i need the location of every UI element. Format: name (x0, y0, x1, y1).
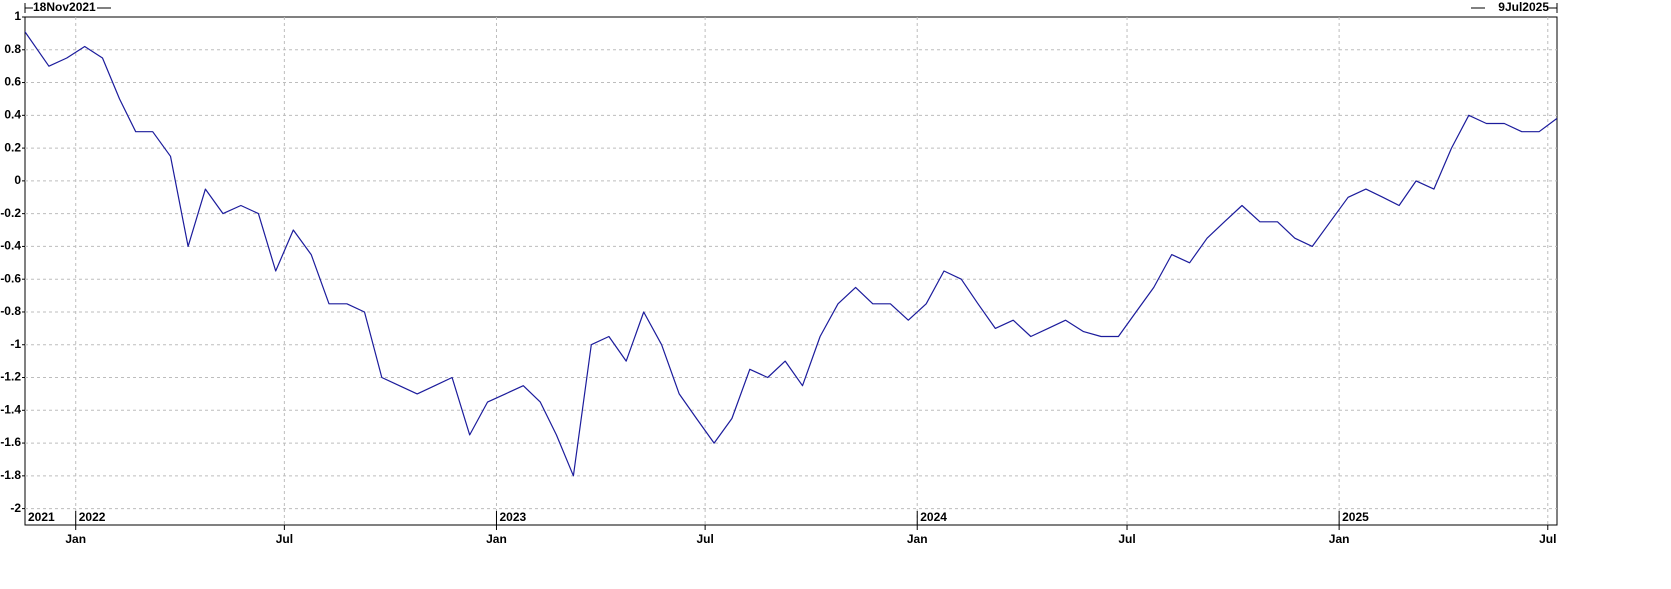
plot-frame (24, 16, 1558, 526)
y-tick-label: -1.6 (0, 435, 21, 449)
plot-area (25, 30, 1557, 477)
year-label: 2021 (28, 510, 55, 524)
y-tick-label: 1 (14, 9, 21, 23)
y-tick-label: -1.2 (0, 370, 21, 384)
y-tick-label: -1.8 (0, 468, 21, 482)
y-tick-label: 0.4 (4, 107, 21, 121)
y-tick-label: 0.2 (4, 140, 21, 154)
y-tick-label: -2 (10, 501, 21, 515)
year-label: 2025 (1342, 510, 1369, 524)
x-tick-label: Jan (486, 532, 507, 546)
x-tick-label: Jan (907, 532, 928, 546)
y-tick-label: -0.6 (0, 271, 21, 285)
start-date-label: 18Nov2021 (33, 0, 96, 14)
end-date-label: 9Jul2025 (1498, 0, 1549, 14)
y-tick-label: 0.8 (4, 42, 21, 56)
y-tick-label: 0 (14, 173, 21, 187)
x-tick-label: Jul (696, 532, 713, 546)
y-tick-label: -1.4 (0, 402, 21, 416)
x-tick-label: Jan (1329, 532, 1350, 546)
y-tick-label: -0.8 (0, 304, 21, 318)
year-label: 2022 (79, 510, 106, 524)
x-tick-label: Jul (1539, 532, 1556, 546)
x-tick-label: Jul (276, 532, 293, 546)
y-tick-label: 0.6 (4, 75, 21, 89)
x-tick-label: Jul (1118, 532, 1135, 546)
year-label: 2024 (920, 510, 947, 524)
y-tick-label: -0.2 (0, 206, 21, 220)
x-tick-label: Jan (65, 532, 86, 546)
y-tick-label: -1 (10, 337, 21, 351)
year-label: 2023 (499, 510, 526, 524)
data-line (25, 30, 1557, 477)
y-tick-label: -0.4 (0, 239, 21, 253)
